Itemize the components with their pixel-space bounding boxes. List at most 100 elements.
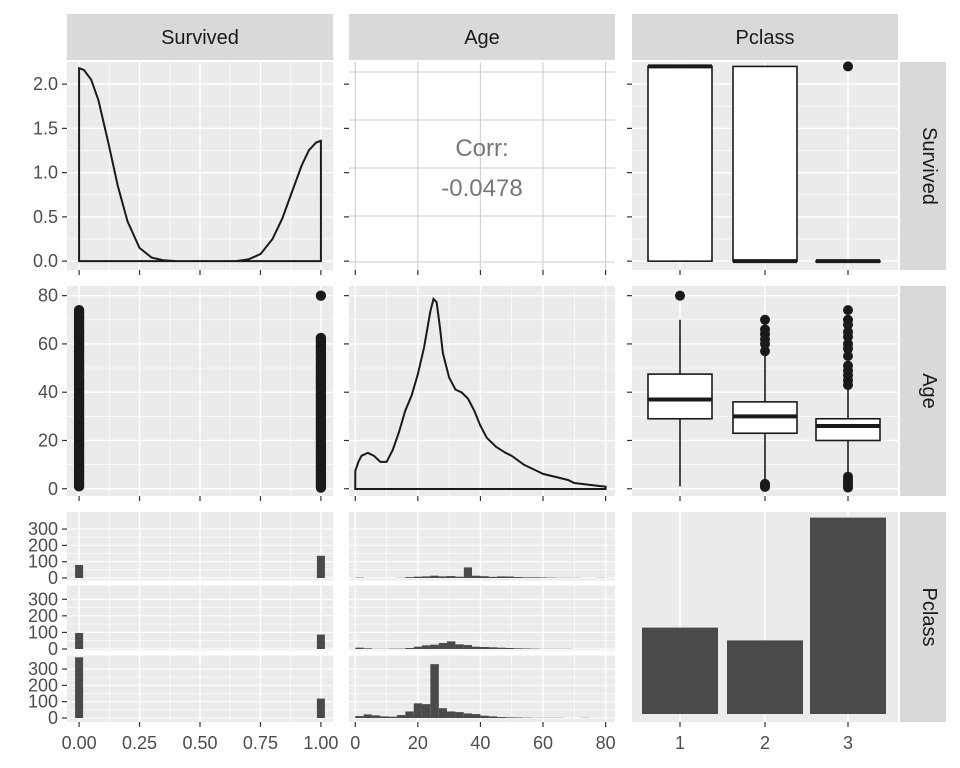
hist-bar (413, 646, 422, 649)
hist-bar (480, 576, 489, 578)
box-outlier (760, 346, 770, 357)
x-tick-label: 0.00 (62, 733, 97, 753)
hist-bar (463, 567, 472, 578)
box-outlier (675, 290, 685, 301)
y-tick-label: 0 (48, 639, 58, 659)
hist-bar (355, 716, 364, 718)
hist-bar (497, 717, 506, 718)
x-tick-label: 0.25 (122, 733, 157, 753)
hist-bar (438, 708, 447, 718)
correlation-annotation: Corr: -0.0478 (441, 135, 522, 202)
facet-gap (67, 650, 333, 656)
hist-bar (513, 648, 523, 649)
x-tick-label: 3 (843, 733, 853, 753)
x-tick-label: 80 (596, 733, 616, 753)
box-rect (647, 373, 713, 420)
box-outlier (760, 481, 770, 492)
scatter-point (315, 290, 327, 301)
hist-bar (363, 648, 372, 649)
box-outlier (843, 326, 853, 337)
y-tick-label: 1.5 (33, 118, 58, 138)
x-tick-label: 1.00 (303, 733, 338, 753)
hist-bar (455, 712, 464, 718)
facet-gap (349, 580, 615, 586)
strip-label-col-1: Survived (161, 27, 239, 49)
y-tick-label: 200 (28, 675, 58, 695)
hist-bar (446, 711, 456, 718)
box-outlier (843, 338, 853, 349)
x-tick-label: 40 (470, 733, 490, 753)
hist-bar (421, 645, 431, 649)
y-tick-label: 100 (28, 622, 58, 642)
axis-ticks: 0.00.51.01.52.00204060800100200300010020… (28, 74, 853, 753)
strip-row-1 (900, 62, 946, 270)
hist-bar (413, 703, 422, 718)
strip-col-3 (632, 14, 898, 60)
hist-bar (463, 713, 472, 718)
box-rect (732, 65, 798, 262)
pclass-bar (642, 627, 718, 714)
count-bar (75, 632, 84, 649)
facet-gap (67, 580, 333, 586)
hist-bar (497, 647, 506, 649)
y-tick-label: 300 (28, 659, 58, 679)
strip-label-row-3: Pclass (918, 588, 940, 647)
pclass-bar (727, 640, 803, 714)
box-rect (647, 65, 713, 262)
hist-bar (488, 576, 498, 578)
box-outlier (843, 61, 853, 72)
count-bar (75, 564, 84, 578)
hist-bar (371, 715, 381, 718)
y-tick-label: 20 (38, 430, 58, 450)
x-tick-label: 2 (760, 733, 770, 753)
strip-label-row-1: Survived (918, 127, 940, 205)
y-tick-label: 300 (28, 519, 58, 539)
panel-bg (349, 512, 615, 722)
y-tick-label: 60 (38, 334, 58, 354)
hist-bar (355, 647, 364, 649)
density-line-age (354, 297, 607, 490)
strip-label-row-2: Age (918, 373, 940, 409)
count-bar (316, 555, 325, 578)
y-tick-label: 100 (28, 692, 58, 712)
hist-bar (455, 576, 464, 578)
hist-bar (430, 664, 439, 718)
x-tick-label: 0.75 (243, 733, 278, 753)
hist-bar (446, 576, 456, 578)
y-tick-label: 40 (38, 382, 58, 402)
hist-bar (488, 716, 498, 718)
hist-bar (396, 715, 406, 718)
strip-col-2 (349, 14, 615, 60)
corr-label: Corr: (455, 135, 508, 162)
panel-bg (349, 286, 615, 496)
facet-gap (349, 650, 615, 656)
strip-row-3 (900, 512, 946, 722)
hist-bar (430, 644, 439, 649)
y-tick-label: 200 (28, 535, 58, 555)
x-tick-label: 60 (533, 733, 553, 753)
strip-col-1 (67, 14, 333, 60)
scatter-point (73, 304, 85, 316)
strip-label-col-2: Age (464, 27, 500, 49)
y-tick-label: 80 (38, 286, 58, 306)
scatter-point (315, 332, 327, 344)
density-line-survived (78, 66, 322, 263)
y-tick-label: 0.5 (33, 207, 58, 227)
y-tick-label: 0 (48, 568, 58, 588)
hist-bar (388, 716, 397, 718)
pclass-bar (810, 517, 886, 714)
hist-bar (380, 716, 389, 718)
hist-bar (505, 648, 514, 649)
hist-bar (421, 704, 431, 718)
box-rect (815, 417, 881, 442)
row-strips: Survived Age Pclass (900, 62, 946, 722)
x-tick-label: 1 (675, 733, 685, 753)
box-outlier (843, 314, 853, 325)
x-tick-label: 0 (350, 733, 360, 753)
hist-bar (413, 576, 422, 578)
y-tick-label: 0 (48, 479, 58, 499)
hist-bar (480, 647, 489, 649)
column-strips: Survived Age Pclass (67, 14, 898, 60)
y-tick-label: 200 (28, 606, 58, 626)
box-outlier (843, 482, 853, 493)
